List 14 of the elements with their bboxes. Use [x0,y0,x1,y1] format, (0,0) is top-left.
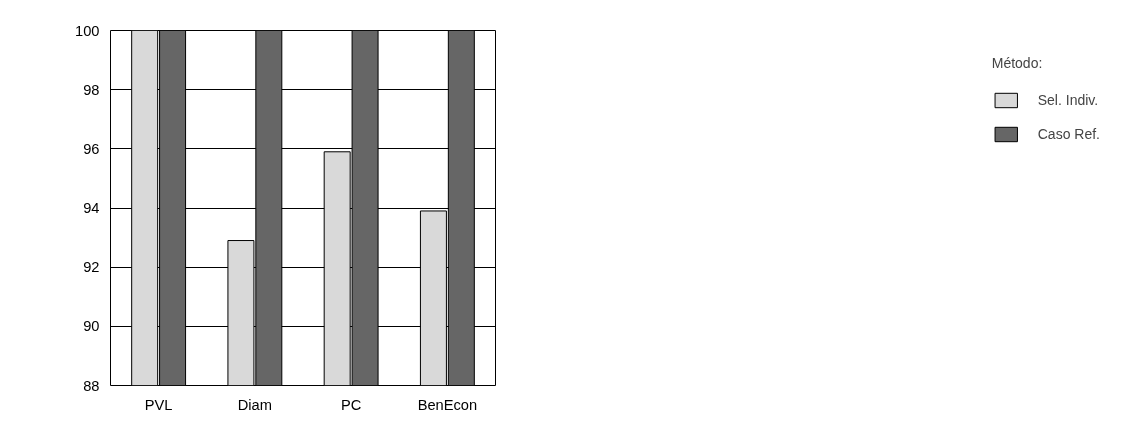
legend-label: Sel. Indiv. [1037,92,1099,108]
x-tick-label: PVL [144,396,173,413]
y-tick-label: 100 [75,22,100,39]
y-tick-label: 96 [83,140,100,157]
x-tick-label: BenEcon [417,396,478,413]
legend-title: Método: [991,55,1044,71]
y-tick-label: 94 [83,200,100,216]
x-tick-label: PC [340,396,362,413]
y-tick-label: 98 [83,81,100,98]
y-tick-label: 90 [83,318,100,335]
y-tick-label: 92 [83,259,100,276]
x-tick-label: Diam [237,396,272,413]
y-tick-label: 88 [83,377,100,394]
legend-label: Caso Ref. [1037,126,1100,142]
